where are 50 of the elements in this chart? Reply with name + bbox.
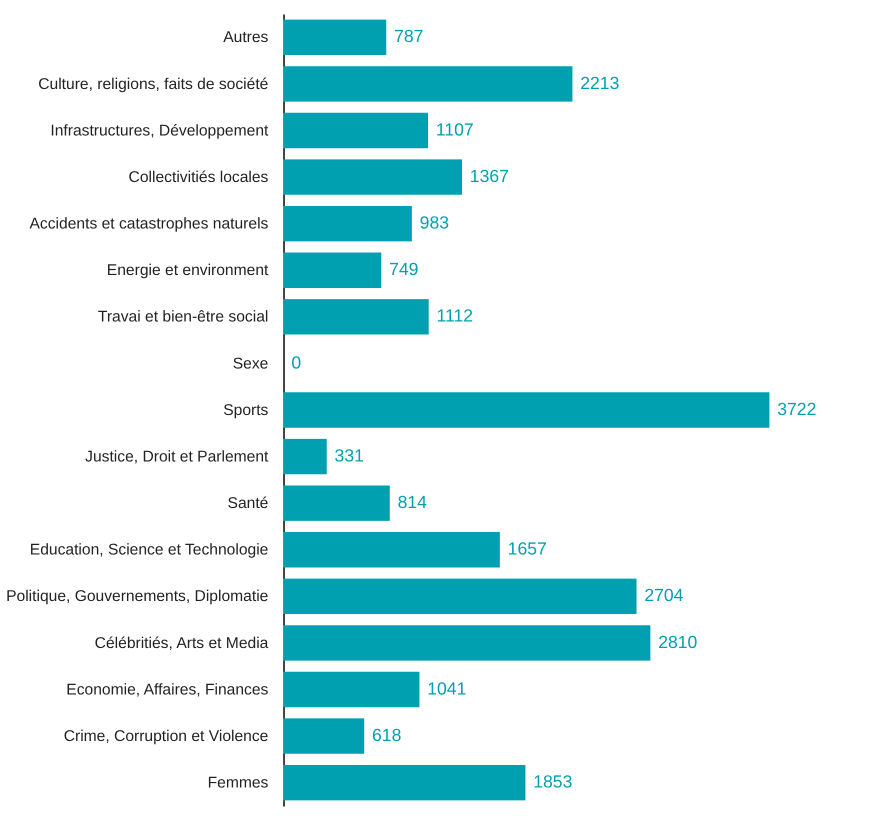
- y-tick-label: Crime, Corruption et Violence: [64, 728, 268, 745]
- y-tick-label: Autres: [223, 29, 269, 46]
- data-label: 814: [398, 492, 428, 512]
- data-label: 2213: [580, 72, 620, 93]
- y-tick-label: Sports: [223, 402, 269, 419]
- y-tick-label: Sexe: [232, 355, 268, 372]
- bar: [284, 112, 428, 148]
- bar: [284, 66, 572, 102]
- y-tick-label: Culture, religions, faits de société: [38, 76, 268, 93]
- y-tick-label: Travai et bien-être social: [98, 308, 268, 326]
- y-tick-label: Collectivitiés locales: [128, 168, 269, 186]
- y-tick-label: Politique, Gouvernements, Diplomatie: [6, 588, 268, 606]
- data-label: 1657: [508, 538, 547, 559]
- y-tick-label: Infrastructures, Développement: [50, 122, 270, 140]
- bar: [284, 159, 462, 195]
- bar: [284, 206, 412, 242]
- data-label: 1112: [436, 306, 474, 326]
- bar: [284, 438, 327, 474]
- data-label: 2810: [658, 632, 698, 652]
- bar: [284, 299, 429, 335]
- data-label: 1041: [427, 678, 466, 698]
- y-tick-label: Justice, Droit et Parlement: [85, 448, 270, 466]
- y-tick-label: Femmes: [208, 774, 269, 792]
- y-tick-label: Célébritiés, Arts et Media: [94, 634, 269, 652]
- data-label: 331: [334, 445, 364, 466]
- y-tick-label: Education, Science et Technologie: [30, 542, 268, 559]
- data-label: 787: [394, 26, 424, 46]
- bar: [284, 252, 382, 288]
- data-label: 1853: [533, 772, 572, 792]
- data-label: 1367: [470, 166, 509, 186]
- bar: [284, 718, 364, 754]
- data-label: 1107: [436, 119, 474, 140]
- bar: [284, 625, 650, 661]
- data-label: 0: [291, 352, 302, 372]
- bar: [284, 485, 390, 521]
- y-tick-label: Economie, Affaires, Finances: [66, 681, 269, 698]
- bar: [284, 764, 526, 800]
- bar: [284, 578, 637, 614]
- data-label: 618: [372, 724, 402, 745]
- bar: [284, 20, 386, 56]
- y-tick-label: Accidents et catastrophes naturels: [30, 216, 269, 233]
- data-label: 2704: [644, 585, 684, 606]
- bar: [284, 532, 500, 568]
- data-label: 749: [389, 259, 418, 280]
- y-tick-label: Santé: [228, 495, 268, 512]
- data-label: 983: [420, 212, 450, 233]
- bar: [284, 672, 420, 708]
- y-tick-label: Energie et environment: [106, 262, 270, 280]
- data-label: 3722: [777, 398, 816, 419]
- bar: [284, 392, 770, 428]
